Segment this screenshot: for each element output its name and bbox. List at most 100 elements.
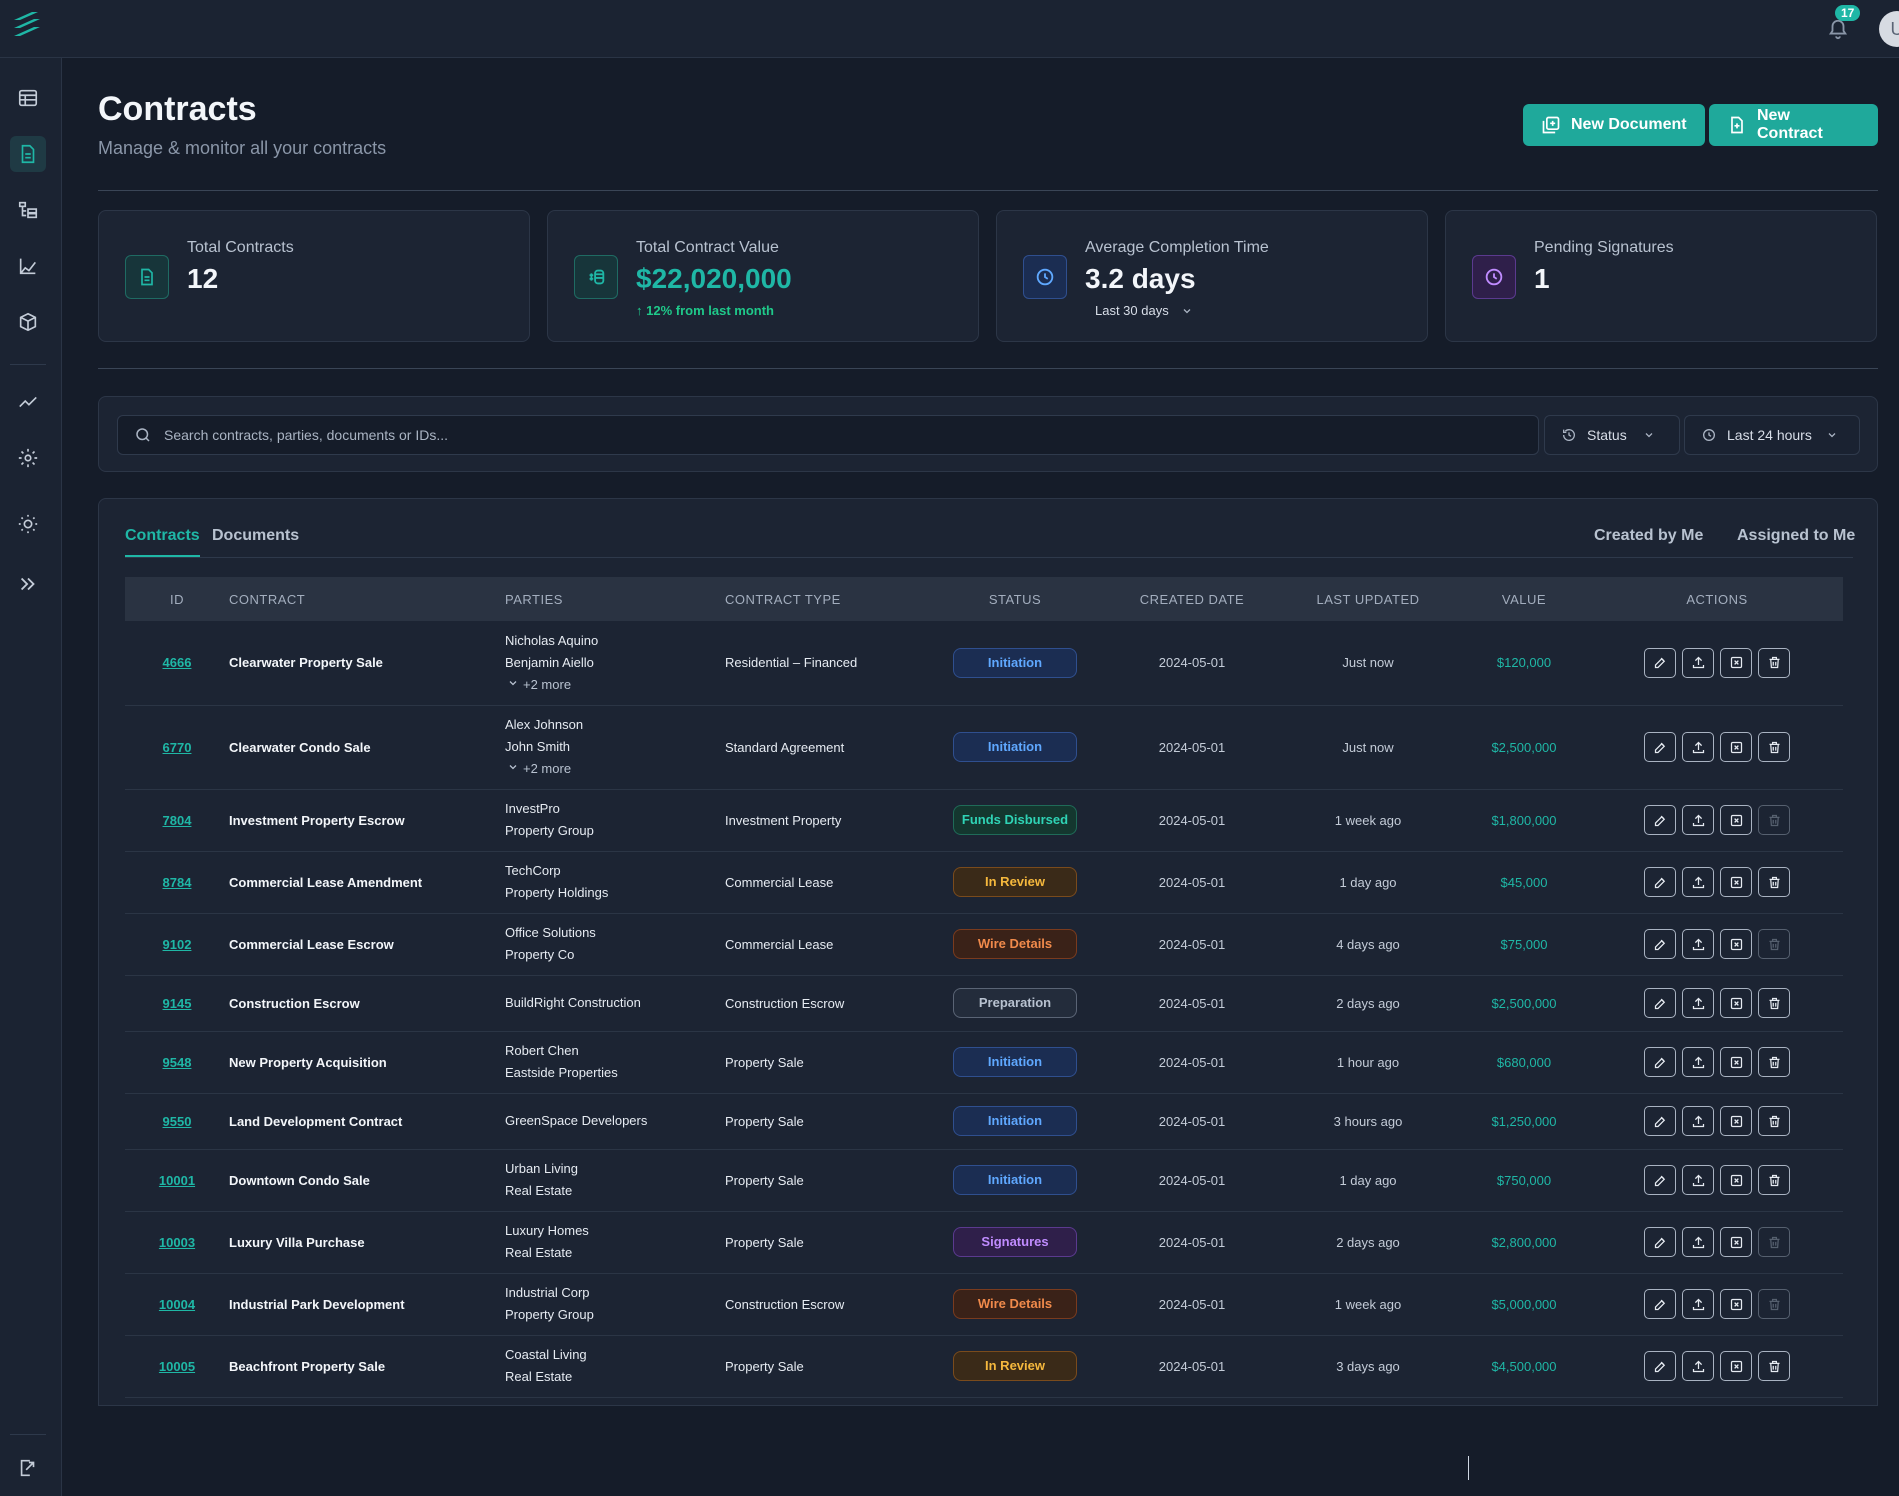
nav-hierarchy[interactable] <box>10 192 46 228</box>
delete-button[interactable] <box>1758 988 1790 1018</box>
delete-button[interactable] <box>1758 1227 1790 1257</box>
column-header-contract[interactable]: CONTRACT <box>229 591 306 607</box>
column-header-value[interactable]: VALUE <box>1501 591 1547 607</box>
cancel-button[interactable] <box>1720 647 1752 678</box>
edit-button[interactable] <box>1644 647 1676 678</box>
notification-button[interactable]: 17 <box>1823 5 1861 44</box>
cancel-button[interactable] <box>1720 1047 1752 1077</box>
column-header-id[interactable]: ID <box>170 591 184 607</box>
table-row[interactable]: 10003 Luxury Villa Purchase Luxury Homes… <box>125 1211 1843 1274</box>
upload-button[interactable] <box>1682 1289 1714 1319</box>
contract-id-link[interactable]: 10005 <box>158 1358 196 1374</box>
delete-button[interactable] <box>1758 1165 1790 1195</box>
cancel-button[interactable] <box>1720 1289 1752 1319</box>
status-filter[interactable]: Status <box>1544 415 1680 455</box>
column-header-type[interactable]: CONTRACT TYPE <box>725 591 841 607</box>
nav-settings[interactable] <box>10 440 46 476</box>
edit-button[interactable] <box>1644 1047 1676 1077</box>
cancel-button[interactable] <box>1720 732 1752 762</box>
cancel-button[interactable] <box>1720 867 1752 897</box>
delete-button[interactable] <box>1758 1289 1790 1319</box>
tab-created-by-me[interactable]: Created by Me <box>1594 527 1704 544</box>
upload-button[interactable] <box>1682 732 1714 762</box>
table-row[interactable]: 10001 Downtown Condo Sale Urban Living Re… <box>125 1149 1843 1212</box>
upload-button[interactable] <box>1682 1106 1714 1136</box>
cancel-button[interactable] <box>1720 988 1752 1018</box>
cancel-button[interactable] <box>1720 929 1752 959</box>
table-row[interactable]: 8784 Commercial Lease Amendment TechCorp… <box>125 851 1843 914</box>
nav-analytics[interactable] <box>10 248 46 284</box>
avatar[interactable]: U <box>1879 11 1899 47</box>
delete-button[interactable] <box>1758 1047 1790 1077</box>
table-row[interactable]: 9550 Land Development Contract GreenSpac… <box>125 1093 1843 1150</box>
period-select[interactable]: Last 30 days <box>1095 303 1193 318</box>
nav-contracts[interactable] <box>10 136 46 172</box>
upload-button[interactable] <box>1682 867 1714 897</box>
delete-button[interactable] <box>1758 732 1790 762</box>
contract-id-link[interactable]: 4666 <box>162 655 192 671</box>
upload-button[interactable] <box>1682 1351 1714 1381</box>
table-row[interactable]: 10004 Industrial Park Development Indust… <box>125 1273 1843 1336</box>
column-header-created[interactable]: CREATED DATE <box>1139 591 1245 607</box>
edit-button[interactable] <box>1644 805 1676 835</box>
contract-id-link[interactable]: 9548 <box>162 1054 192 1070</box>
delete-button[interactable] <box>1758 867 1790 897</box>
tab-documents[interactable]: Documents <box>212 527 300 544</box>
column-header-updated[interactable]: LAST UPDATED <box>1316 591 1420 607</box>
table-row[interactable]: 9548 New Property Acquisition Robert Che… <box>125 1031 1843 1094</box>
nav-packages[interactable] <box>10 304 46 340</box>
cancel-button[interactable] <box>1720 1106 1752 1136</box>
delete-button[interactable] <box>1758 647 1790 678</box>
contract-id-link[interactable]: 9550 <box>162 1113 192 1129</box>
tab-assigned-to-me[interactable]: Assigned to Me <box>1737 527 1856 544</box>
table-row[interactable]: 9145 Construction Escrow BuildRight Cons… <box>125 975 1843 1032</box>
edit-button[interactable] <box>1644 867 1676 897</box>
edit-button[interactable] <box>1644 1165 1676 1195</box>
nav-logout[interactable] <box>10 1450 46 1486</box>
edit-button[interactable] <box>1644 732 1676 762</box>
delete-button[interactable] <box>1758 929 1790 959</box>
nav-expand[interactable] <box>10 566 46 602</box>
nav-table[interactable] <box>10 80 46 116</box>
contract-id-link[interactable]: 10003 <box>158 1234 196 1250</box>
new-contract-button[interactable]: New Contract <box>1709 104 1878 146</box>
cancel-button[interactable] <box>1720 805 1752 835</box>
new-document-button[interactable]: New Document <box>1523 104 1705 146</box>
tab-contracts[interactable]: Contracts <box>125 527 200 557</box>
edit-button[interactable] <box>1644 988 1676 1018</box>
contract-id-link[interactable]: 8784 <box>162 874 192 890</box>
edit-button[interactable] <box>1644 1289 1676 1319</box>
contract-id-link[interactable]: 10004 <box>158 1296 196 1312</box>
delete-button[interactable] <box>1758 1351 1790 1381</box>
edit-button[interactable] <box>1644 1227 1676 1257</box>
search-box[interactable] <box>117 415 1539 455</box>
delete-button[interactable] <box>1758 805 1790 835</box>
search-input[interactable] <box>164 427 1464 443</box>
more-parties-toggle[interactable]: +2 more <box>505 758 725 780</box>
time-filter[interactable]: Last 24 hours <box>1684 415 1860 455</box>
edit-button[interactable] <box>1644 929 1676 959</box>
edit-button[interactable] <box>1644 1351 1676 1381</box>
app-logo[interactable] <box>10 8 44 42</box>
upload-button[interactable] <box>1682 805 1714 835</box>
contract-id-link[interactable]: 9145 <box>162 995 192 1011</box>
table-row[interactable]: 10005 Beachfront Property Sale Coastal L… <box>125 1335 1843 1398</box>
upload-button[interactable] <box>1682 1227 1714 1257</box>
cancel-button[interactable] <box>1720 1351 1752 1381</box>
nav-trends[interactable] <box>10 384 46 420</box>
table-row[interactable]: 4666 Clearwater Property Sale Nicholas A… <box>125 621 1843 706</box>
upload-button[interactable] <box>1682 929 1714 959</box>
column-header-status[interactable]: STATUS <box>988 591 1042 607</box>
upload-button[interactable] <box>1682 1165 1714 1195</box>
cancel-button[interactable] <box>1720 1165 1752 1195</box>
upload-button[interactable] <box>1682 1047 1714 1077</box>
column-header-parties[interactable]: PARTIES <box>505 591 563 607</box>
contract-id-link[interactable]: 6770 <box>162 739 192 755</box>
more-parties-toggle[interactable]: +2 more <box>505 674 725 696</box>
contract-id-link[interactable]: 7804 <box>162 812 192 828</box>
nav-theme-toggle[interactable] <box>10 506 46 542</box>
table-row[interactable]: 6770 Clearwater Condo Sale Alex Johnson J… <box>125 705 1843 790</box>
contract-id-link[interactable]: 9102 <box>162 936 192 952</box>
table-row[interactable]: 9102 Commercial Lease Escrow Office Solu… <box>125 913 1843 976</box>
upload-button[interactable] <box>1682 988 1714 1018</box>
